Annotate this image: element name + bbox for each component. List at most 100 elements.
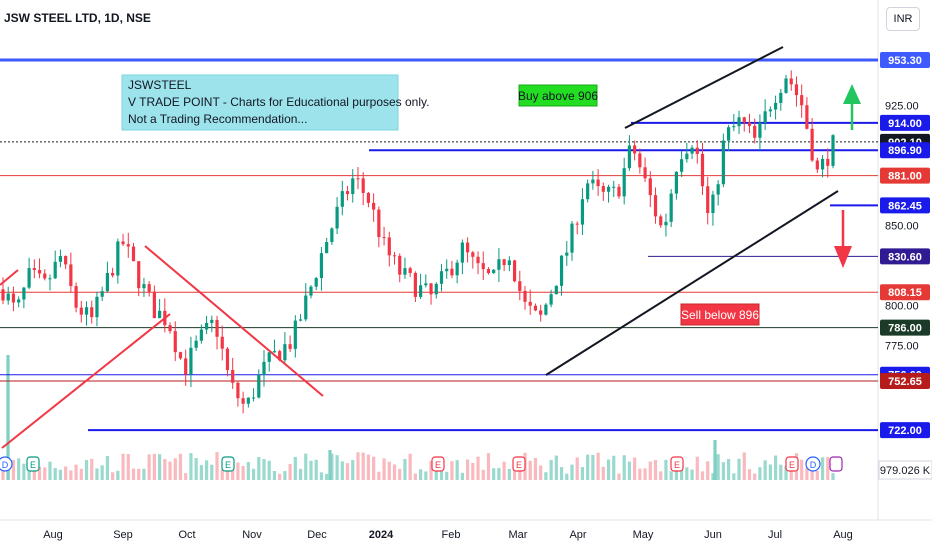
candle-body [251,397,256,399]
candle-body [476,256,480,264]
candle-body [178,352,183,359]
candle-body [695,147,699,154]
candle-body [361,178,365,193]
candle-body [794,84,799,96]
price-tick-label: 925.00 [885,100,919,112]
candle-body [105,272,110,292]
volume-bar [612,455,616,480]
dividend-marker[interactable] [0,456,13,472]
candle-body [345,191,350,195]
price-level-label: 830.60 [888,251,922,263]
volume-bar [805,467,809,480]
volume-bar [304,453,308,480]
price-level-tag [880,373,930,390]
time-tick-label: Apr [569,529,586,541]
volume-bar [298,468,303,480]
candle-body [805,105,809,129]
candle-body [669,193,673,222]
candle-body [27,268,31,288]
time-tick-label: Sep [113,529,133,541]
earnings-marker[interactable] [431,456,445,472]
trend-line-red-falling [144,245,324,397]
candle-body [512,260,517,282]
candle-body [445,268,449,272]
price-level-label: 808.15 [888,287,922,299]
volume-bar [492,468,496,480]
candle-body [283,344,287,361]
volume-bar [17,458,21,480]
volume-bar [241,466,245,480]
trend-lines [0,46,839,449]
volume-bar [455,460,459,480]
volume-bar [502,461,506,480]
price-level-tag [880,142,930,159]
volume-bar [220,469,224,480]
candle-body [147,284,151,292]
volume-value-text: 979.026 K [880,465,931,477]
candle-body [507,260,511,266]
candle-body [622,168,626,197]
earnings-marker[interactable] [670,456,684,472]
volume-bar [659,471,663,480]
volume-bar [633,457,637,480]
earnings-marker[interactable] [512,456,526,472]
volume-bar [831,473,835,480]
candlesticks [1,70,835,414]
price-level-tag [880,52,930,68]
candle-body [293,320,297,349]
earnings-marker[interactable] [785,456,799,472]
candle-body [643,167,647,179]
volume-bar [800,459,804,480]
candle-body [554,285,558,295]
volume-bar [372,456,376,480]
time-tick-label: Oct [178,529,195,541]
dividend-marker[interactable] [805,456,821,472]
candle-body [267,352,271,362]
earnings-marker[interactable] [221,456,235,472]
volume-bar [22,463,26,480]
price-tick-label: 850.00 [885,220,919,232]
volume-bar [419,469,423,480]
candle-body [528,301,532,306]
trend-channel-upper [624,46,784,129]
candle-body [784,78,788,93]
volume-bar [168,461,172,480]
earnings-marker[interactable] [26,456,40,472]
currency-selector[interactable]: INR [886,7,920,31]
volume-bar [272,471,277,480]
volume-bar [690,469,694,480]
candle-body [1,289,5,301]
candle-body [758,122,762,138]
volume-bar [471,462,475,480]
earnings-marker[interactable] [829,456,843,472]
time-tick-label: May [633,529,654,541]
candle-body [278,351,282,361]
volume-bar [173,458,177,480]
candle-body [17,299,21,303]
volume-bar [328,450,332,480]
volume-bar [356,452,360,480]
volume-bar [648,461,652,480]
volume-bar [1,469,5,480]
candle-body [460,242,464,263]
candle-body [434,283,438,295]
candle-body [272,351,277,353]
price-tick-label: 775.00 [885,340,919,352]
candle-body [539,310,543,315]
price-level-label: 881.00 [888,171,922,183]
volume-bar [11,460,16,480]
candle-body [32,268,36,271]
volume-bar [126,454,130,480]
candle-body [372,202,376,210]
volume-bar [763,460,767,480]
volume-bar [189,453,193,480]
candle-body [142,284,146,289]
volume-bar [810,468,814,480]
info-note: JSWSTEEL V TRADE POINT - Charts for Educ… [121,74,429,131]
volume-bar [251,468,256,480]
down-arrow-icon [834,210,852,268]
candle-body [116,241,120,276]
candle-body [111,272,115,276]
